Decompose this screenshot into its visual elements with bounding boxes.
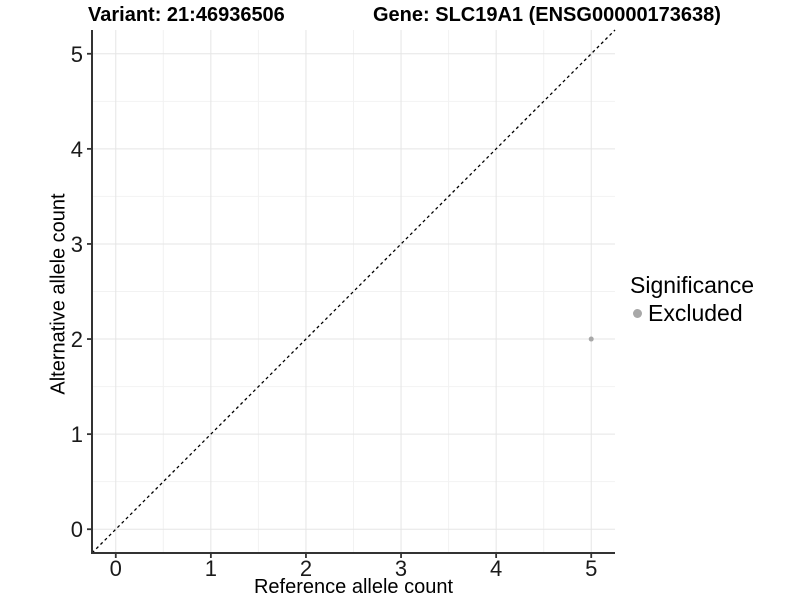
gene-title: Gene: SLC19A1 (ENSG00000173638) <box>373 4 721 26</box>
variant-title: Variant: 21:46936506 <box>88 4 285 26</box>
legend-item-excluded: Excluded <box>630 300 754 326</box>
legend: Significance Excluded <box>630 272 754 326</box>
legend-item-label: Excluded <box>648 300 743 326</box>
y-axis-title: Alternative allele count <box>47 193 70 395</box>
y-tick-label: 3 <box>71 232 83 257</box>
x-axis-title: Reference allele count <box>253 576 453 598</box>
y-tick-label: 4 <box>71 137 83 162</box>
x-tick-label: 2 <box>300 556 312 581</box>
y-tick-label: 5 <box>71 42 83 67</box>
legend-title: Significance <box>630 272 755 298</box>
x-tick-label: 0 <box>110 556 122 581</box>
y-tick-label: 0 <box>71 517 83 542</box>
x-tick-label: 3 <box>395 556 407 581</box>
y-tick-label: 1 <box>71 422 83 447</box>
legend-point-icon <box>633 308 642 318</box>
x-tick-label: 5 <box>585 556 597 581</box>
y-tick-label: 2 <box>71 327 83 352</box>
data-point <box>588 336 594 342</box>
x-tick-label: 1 <box>205 556 217 581</box>
x-tick-label: 4 <box>490 556 502 581</box>
